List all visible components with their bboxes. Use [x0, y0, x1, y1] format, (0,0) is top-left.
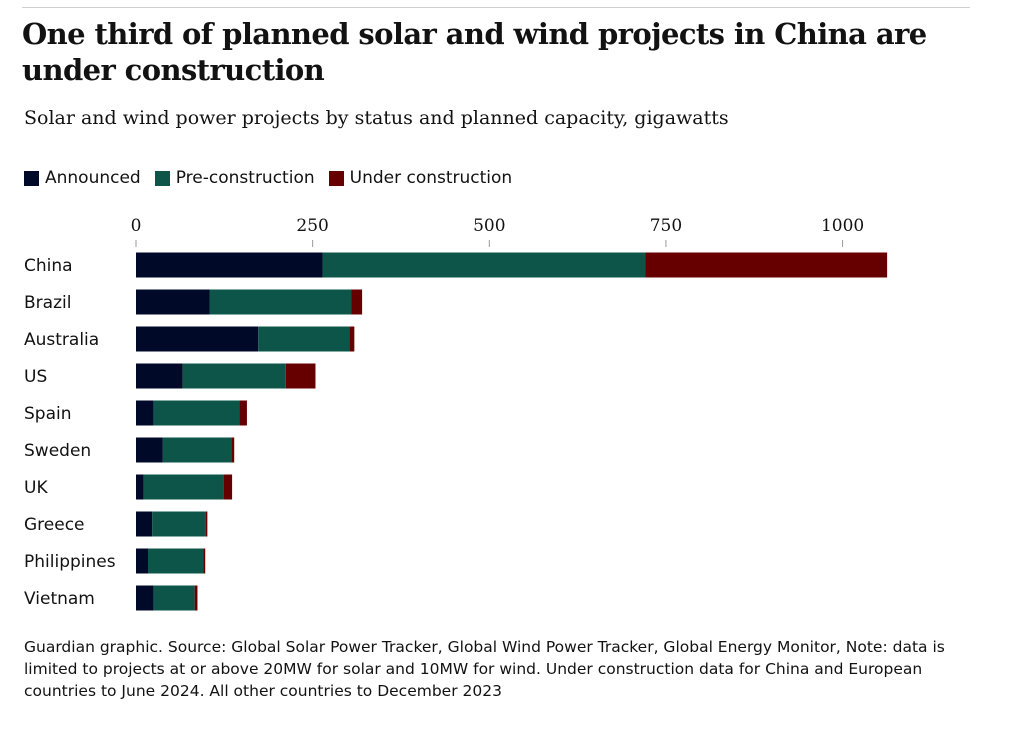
bar-segment-pre-construction — [153, 400, 240, 426]
category-label: Brazil — [24, 293, 71, 313]
legend-swatch — [328, 170, 344, 186]
bar-segment-announced — [136, 511, 153, 537]
category-label: UK — [24, 478, 48, 498]
bar-segment-pre-construction — [153, 585, 195, 611]
category-label: China — [24, 256, 73, 276]
legend: Announced Pre-construction Under construct… — [24, 168, 512, 188]
bar-segment-under-construction — [349, 326, 355, 352]
bar-segment-announced — [136, 474, 144, 500]
x-tick-label: 750 — [650, 216, 682, 236]
bar-segment-pre-construction — [162, 437, 232, 463]
bar-segment-under-construction — [239, 400, 247, 426]
bar-segment-announced — [136, 400, 154, 426]
chart-subtitle: Solar and wind power projects by status … — [24, 107, 729, 129]
source-note: Guardian graphic. Source: Global Solar P… — [24, 638, 945, 700]
bar-segment-pre-construction — [148, 548, 204, 574]
bar-segment-pre-construction — [322, 252, 646, 278]
bar-segment-announced — [136, 548, 149, 574]
bar-segment-under-construction — [203, 548, 206, 574]
bar-segment-pre-construction — [143, 474, 224, 500]
legend-item: Pre-construction — [154, 168, 315, 188]
bar-segment-under-construction — [223, 474, 233, 500]
bar-segment-under-construction — [205, 511, 208, 537]
bar-segment-under-construction — [285, 363, 316, 389]
bar-segment-announced — [136, 252, 323, 278]
category-label: Greece — [24, 515, 85, 535]
legend-swatch — [154, 170, 170, 186]
legend-label: Under construction — [349, 168, 513, 188]
category-label: US — [24, 367, 47, 387]
x-tick-label: 500 — [473, 216, 505, 236]
bar-segment-under-construction — [645, 252, 888, 278]
category-label: Vietnam — [24, 589, 95, 609]
bar-segment-announced — [136, 363, 183, 389]
bar-segment-pre-construction — [182, 363, 286, 389]
legend-swatch — [24, 170, 39, 186]
bar-segment-announced — [136, 326, 259, 352]
legend-item: Under construction — [328, 168, 513, 188]
bar-segment-announced — [136, 437, 163, 463]
bar-segment-under-construction — [351, 289, 363, 315]
legend-label: Pre-construction — [175, 168, 315, 188]
bar-segment-announced — [136, 585, 154, 611]
bar-segment-pre-construction — [152, 511, 206, 537]
bar-segment-pre-construction — [209, 289, 352, 315]
legend-label: Announced — [45, 168, 141, 188]
x-tick-label: 1000 — [821, 216, 864, 236]
x-tick-label: 250 — [296, 216, 328, 236]
bar-segment-pre-construction — [258, 326, 350, 352]
chart-title: One third of planned solar and wind proj… — [22, 17, 927, 87]
bar-segment-announced — [136, 289, 210, 315]
bar-segment-under-construction — [231, 437, 235, 463]
category-label: Sweden — [24, 441, 91, 461]
category-label: Spain — [24, 404, 72, 424]
x-tick-label: 0 — [131, 216, 142, 236]
top-rule — [22, 7, 970, 8]
bar-segment-under-construction — [194, 585, 198, 611]
category-label: Philippines — [24, 552, 116, 572]
category-label: Australia — [24, 330, 99, 350]
legend-item: Announced — [24, 168, 141, 188]
